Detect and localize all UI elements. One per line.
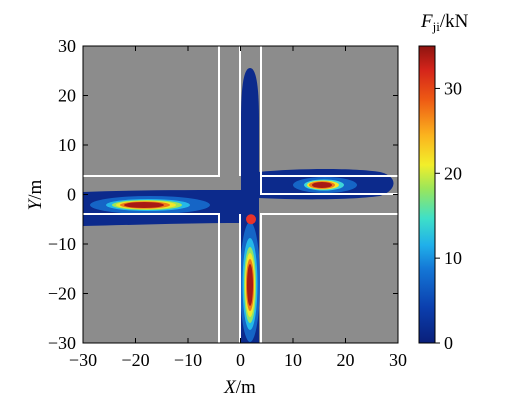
- y-tick-label: 30: [58, 36, 76, 56]
- y-axis-ticks: −30 −20 −10 0 10 20 30: [48, 36, 398, 353]
- road-line-southeast: [260, 213, 398, 343]
- x-axis-ticks: −30 −20 −10 0 10 20 30: [69, 46, 407, 370]
- x-tick-label: −20: [121, 350, 149, 370]
- road-line-northwest: [83, 46, 220, 177]
- heat-west-core: [124, 202, 164, 208]
- colorbar-tick-label: 20: [444, 163, 462, 183]
- y-tick-label: 20: [58, 86, 76, 106]
- heat-south-core: [247, 264, 253, 306]
- colorbar-tick-label: 10: [444, 248, 462, 268]
- y-axis-label: Y/m: [25, 179, 46, 210]
- y-tick-label: 0: [67, 185, 76, 205]
- x-tick-label: 30: [389, 350, 407, 370]
- x-axis-label: X/m: [223, 377, 256, 398]
- heat-east-core: [312, 182, 332, 188]
- y-tick-label: −10: [48, 234, 76, 254]
- x-tick-label: 10: [284, 350, 302, 370]
- x-tick-label: 0: [236, 350, 245, 370]
- colorbar-label: Fji/kN: [420, 11, 469, 34]
- x-tick-label: 20: [337, 350, 355, 370]
- colorbar-tick-label: 30: [444, 78, 462, 98]
- y-tick-label: 10: [58, 135, 76, 155]
- road-boundaries: [83, 46, 398, 343]
- road-line-northeast: [260, 46, 398, 195]
- x-tick-label: −30: [69, 350, 97, 370]
- x-tick-label: −10: [174, 350, 202, 370]
- plot-area: [83, 46, 398, 343]
- source-point-marker: [246, 214, 256, 225]
- road-line-southwest: [83, 213, 220, 343]
- y-tick-label: −30: [48, 333, 76, 353]
- colorbar: [418, 45, 436, 344]
- colorbar-ticks: 0 10 20 30: [435, 78, 462, 353]
- y-tick-label: −20: [48, 284, 76, 304]
- colorbar-tick-label: 0: [444, 333, 453, 353]
